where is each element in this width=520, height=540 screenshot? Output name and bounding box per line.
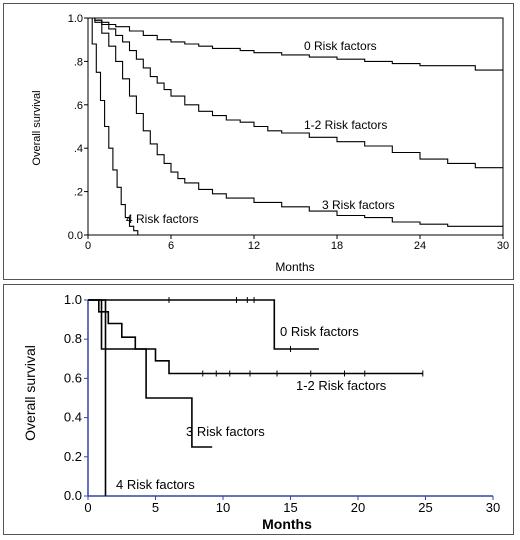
series-annotation: 3 Risk factors (322, 198, 395, 212)
x-tick-label: 6 (168, 240, 174, 252)
y-axis-label: Overall survival (22, 345, 38, 441)
series-line-2 (88, 17, 503, 227)
x-axis-label: Months (275, 260, 314, 274)
bottom-survival-chart: 0.0 0.2 0.4 0.6 0.8 1.0 0 5 10 15 20 25 30 Overall su… (22, 292, 500, 532)
plot-frame (87, 17, 504, 236)
series-line-0 (88, 17, 503, 71)
y-tick-label: .8 (74, 56, 83, 68)
series-line-3 (88, 299, 107, 496)
x-axis-label: Months (262, 516, 312, 532)
x-tick-label: 0 (85, 240, 91, 252)
x-tick-label: 12 (248, 240, 260, 252)
top-chart-panel: 0.0 .2 .4 .6 .8 1.0 0 6 12 18 24 30 Overall survival… (3, 3, 514, 280)
series-annotation: 4 Risk factors (126, 212, 199, 226)
series-annotation: 0 Risk factors (280, 324, 359, 339)
series-line-0 (88, 299, 319, 350)
y-tick-label: .4 (74, 143, 83, 155)
x-tick-label: 30 (486, 500, 500, 515)
x-tick-label: 5 (152, 500, 159, 515)
y-tick-label: 0.4 (64, 410, 82, 425)
x-tick-label: 25 (418, 500, 432, 515)
x-tick-label: 0 (84, 500, 91, 515)
bottom-chart-panel: 0.0 0.2 0.4 0.6 0.8 1.0 0 5 10 15 20 25 30 Overall su… (3, 284, 514, 535)
y-axis-label: Overall survival (31, 90, 43, 165)
y-tick-label: 0.8 (64, 331, 82, 346)
y-tick-label: 0.2 (64, 449, 82, 464)
x-tick-label: 20 (351, 500, 365, 515)
series-line-1 (88, 17, 503, 169)
y-tick-label: 0.0 (64, 488, 82, 503)
series-annotation: 3 Risk factors (186, 424, 265, 439)
y-tick-label: 1.0 (68, 13, 83, 25)
y-tick-label: 0.0 (68, 230, 83, 242)
x-tick-label: 10 (216, 500, 230, 515)
top-survival-chart: 0.0 .2 .4 .6 .8 1.0 0 6 12 18 24 30 Overall survival… (31, 13, 509, 274)
series-annotation: 0 Risk factors (304, 39, 377, 53)
x-tick-label: 30 (497, 240, 509, 252)
x-tick-label: 24 (414, 240, 426, 252)
series-annotation: 4 Risk factors (116, 477, 195, 492)
x-tick-label: 15 (283, 500, 297, 515)
y-tick-label: .6 (74, 100, 83, 112)
series-annotation: 1-2 Risk factors (296, 378, 387, 393)
series-line-3 (88, 17, 144, 236)
y-tick-label: .2 (74, 187, 83, 199)
y-tick-label: 0.6 (64, 370, 82, 385)
series-line-2 (88, 299, 213, 448)
y-tick-label: 1.0 (64, 292, 82, 307)
x-tick-label: 18 (331, 240, 343, 252)
series-annotation: 1-2 Risk factors (304, 118, 387, 132)
series-line-1 (88, 299, 423, 375)
